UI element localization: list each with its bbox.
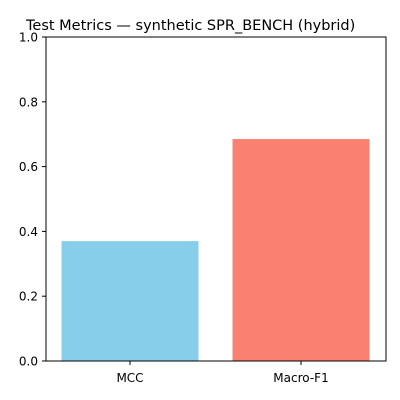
axes-frame — [45, 36, 387, 362]
x-tick-label: Macro-F1 — [273, 371, 328, 385]
bar-mcc — [61, 241, 199, 361]
plot-area: MCC Macro-F1 0.0 0.2 0.4 0.6 0.8 1.0 — [19, 31, 387, 385]
x-tick-label: MCC — [116, 371, 143, 385]
y-tick-label: 0.0 — [19, 355, 38, 369]
y-tick-label: 0.8 — [19, 95, 38, 109]
y-tick-label: 0.6 — [19, 160, 38, 174]
chart-title: Test Metrics — synthetic SPR_BENCH (hybr… — [25, 18, 355, 34]
bar-macro-f1 — [232, 139, 370, 361]
y-tick-label: 0.4 — [19, 225, 38, 239]
y-tick-label: 0.2 — [19, 290, 38, 304]
y-tick-label: 1.0 — [19, 31, 38, 45]
